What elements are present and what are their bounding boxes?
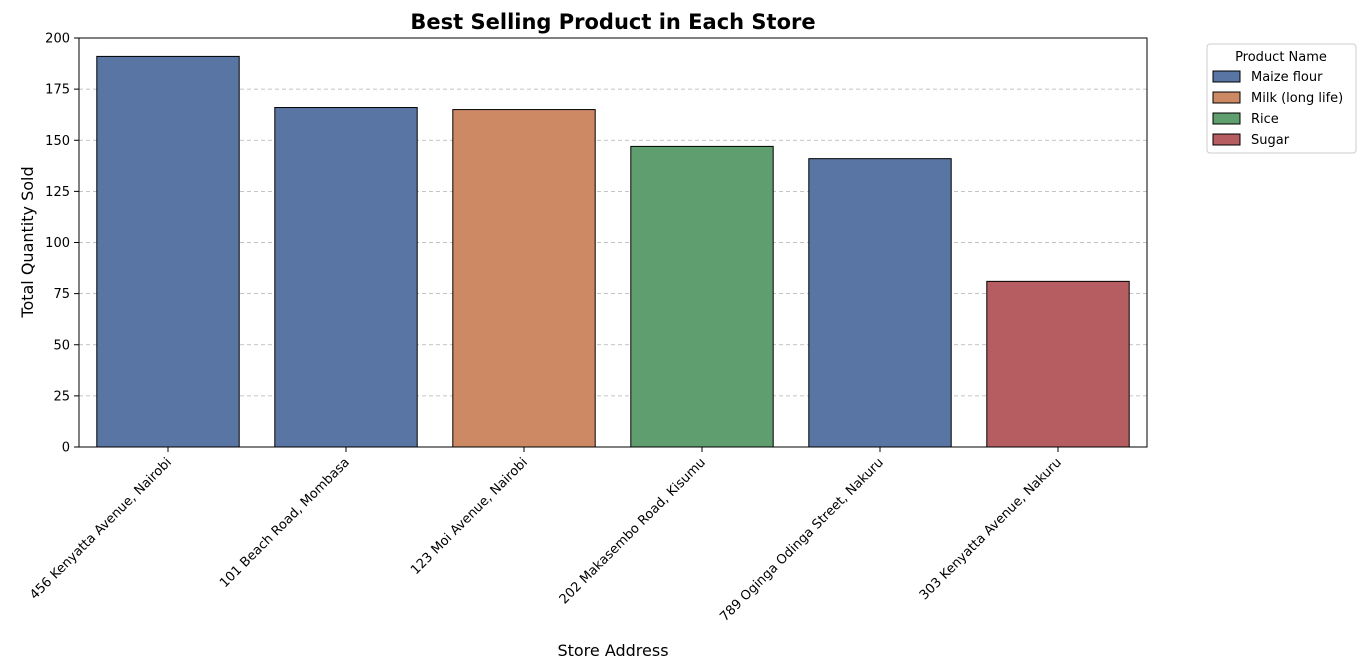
bar xyxy=(452,109,596,448)
legend-label: Sugar xyxy=(1251,133,1290,148)
x-tick-label: 202 Makasembo Road, Kisumu xyxy=(557,455,709,607)
bar xyxy=(808,158,952,448)
bar xyxy=(96,55,240,448)
legend-items: Maize flour Milk (long life) Rice Sugar xyxy=(1212,70,1343,148)
legend-swatch xyxy=(1212,91,1241,104)
y-tick-label: 125 xyxy=(45,185,70,200)
y-tick-label: 50 xyxy=(53,338,70,353)
y-axis-label: Total Quantity Sold xyxy=(18,166,37,318)
y-tick-label: 150 xyxy=(45,134,70,149)
bar xyxy=(274,107,418,448)
y-tick-label: 175 xyxy=(45,83,70,98)
bar xyxy=(630,145,774,448)
bar xyxy=(986,280,1130,448)
legend-label: Milk (long life) xyxy=(1251,91,1343,106)
y-tick-label: 200 xyxy=(45,32,70,47)
x-tick-label: 456 Kenyatta Avenue, Nairobi xyxy=(27,455,175,603)
y-tick-label: 25 xyxy=(53,389,70,404)
x-tick-label: 789 Oginga Odinga Street, Nakuru xyxy=(717,455,887,625)
chart-title: Best Selling Product in Each Store xyxy=(410,10,815,34)
legend: Product Name Maize flour Milk (long life)… xyxy=(1206,43,1357,154)
legend-title: Product Name xyxy=(1235,50,1327,65)
legend-swatch xyxy=(1212,133,1241,146)
y-tick-label: 75 xyxy=(53,287,70,302)
legend-swatch xyxy=(1212,112,1241,125)
legend-label: Maize flour xyxy=(1251,70,1323,85)
x-axis-ticks: 456 Kenyatta Avenue, Nairobi 101 Beach Ro… xyxy=(27,447,1065,625)
grid-lines xyxy=(79,88,1147,397)
x-axis-label: Store Address xyxy=(557,641,668,660)
y-axis-ticks: 0 25 50 75 100 125 150 175 200 xyxy=(45,32,79,456)
legend-box xyxy=(1206,43,1357,154)
y-tick-label: 100 xyxy=(45,236,70,251)
x-tick-label: 303 Kenyatta Avenue, Nakuru xyxy=(917,455,1065,603)
y-tick-label: 0 xyxy=(62,441,70,456)
legend-label: Rice xyxy=(1251,112,1279,127)
x-tick-label: 101 Beach Road, Mombasa xyxy=(217,455,353,591)
legend-swatch xyxy=(1212,70,1241,83)
x-tick-label: 123 Moi Avenue, Nairobi xyxy=(408,455,531,578)
bars xyxy=(96,55,1130,448)
